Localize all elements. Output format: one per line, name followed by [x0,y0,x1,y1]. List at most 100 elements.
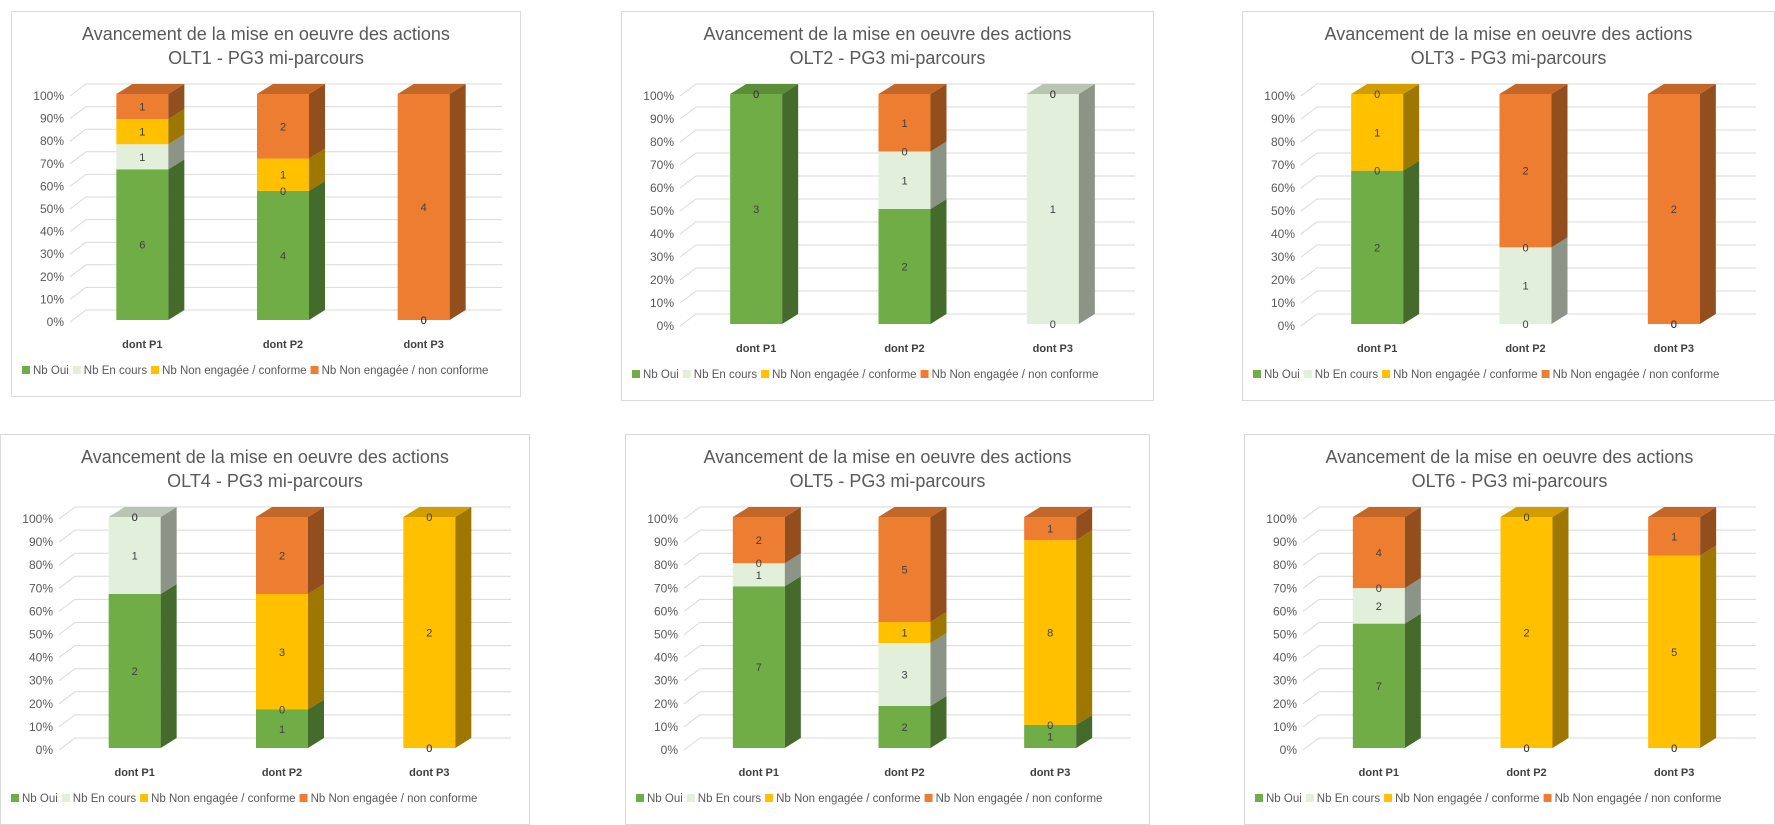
data-label: 1 [1050,204,1056,216]
bar-segment-nb-non-engagee-conforme [257,158,309,191]
chart-subtitle: OLT4 - PG3 mi-parcours [167,471,363,491]
gridline [1302,645,1756,658]
legend-swatch-nb-non-engagee-non-conforme [1543,794,1552,802]
y-tick-label: 60% [654,604,678,618]
bar-segment-side [930,84,947,152]
bar-top-cap [732,507,801,517]
chart-subtitle: OLT6 - PG3 mi-parcours [1412,471,1608,491]
data-label: 0 [1374,166,1380,178]
gridline [69,264,502,278]
bar-top-cap [257,84,325,94]
gridline [679,175,1135,189]
bar-segment-side [309,148,325,191]
category-label: dont P3 [1654,343,1694,355]
bar-segment-nb-non-engagee-non-conforme [732,517,785,564]
legend-label: Nb Non engagée / non conforme [322,365,489,377]
legend-swatch-nb-non-engagee-conforme [765,794,774,802]
data-label: 1 [1047,524,1053,536]
bar-segment-side [784,553,801,587]
data-label: 0 [421,315,427,327]
gridline [1300,221,1756,235]
legend-label: Nb Non engagée / conforme [151,793,295,805]
data-label: 4 [421,202,427,214]
y-tick-label: 80% [29,558,53,572]
data-label: 1 [1047,731,1053,743]
gridline [1300,198,1756,212]
bar-segment-nb-non-engagee-conforme [878,622,931,643]
y-tick-label: 90% [650,112,674,126]
category-label: dont P3 [1654,767,1694,779]
y-tick-label: 10% [1273,720,1297,734]
legend-label: Nb Non engagée / conforme [1395,793,1539,805]
category-label: dont P2 [1505,343,1545,355]
bar-top-cap [1352,507,1421,517]
gridline [679,244,1135,258]
y-tick-label: 80% [1273,558,1297,572]
data-label: 0 [901,147,907,159]
gridline [69,241,502,255]
y-tick-label: 50% [40,202,64,216]
data-label: 2 [280,121,286,133]
gridline [58,714,511,728]
category-label: dont P2 [263,339,303,351]
bar-segment-side [308,699,324,748]
gridline [1302,622,1756,635]
data-label: 0 [1523,743,1529,755]
gridline [58,737,511,751]
y-tick-label: 50% [1273,628,1297,642]
chart-svg: Avancement de la mise en oeuvre des acti… [632,24,1135,381]
legend-label: Nb Oui [33,365,69,377]
data-label: 2 [132,666,138,678]
gridline [683,668,1131,682]
chart-svg: Avancement de la mise en oeuvre des acti… [11,447,511,805]
legend-label: Nb Oui [643,369,679,381]
gridline [1300,83,1756,97]
bar-segment-nb-oui [257,190,309,320]
gridline [58,506,511,520]
legend-label: Nb Non engagée / conforme [162,365,306,377]
chart-legend: Nb Oui Nb En cours Nb Non engagée / confor… [632,369,1098,381]
data-label: 2 [1376,601,1382,613]
bar-segment-nb-non-engagee-conforme [403,517,456,748]
y-tick-label: 70% [29,581,53,595]
chart-title: Avancement de la mise en oeuvre des acti… [704,447,1072,467]
y-tick-label: 10% [29,720,53,734]
category-label: dont P3 [409,767,449,779]
bar-segment-nb-en-cours [1026,94,1079,324]
chart-svg: Avancement de la mise en oeuvre des acti… [1255,447,1756,805]
data-label: 0 [1522,319,1528,331]
bar-segment-nb-en-cours [878,151,931,209]
bar-segment-nb-non-engagee-non-conforme [1647,94,1700,324]
gridline [1300,175,1756,189]
category-label: dont P1 [1359,767,1399,779]
y-tick-label: 40% [40,225,64,239]
data-label: 2 [279,551,285,563]
data-label: 1 [901,175,907,187]
y-tick-label: 80% [1271,135,1295,149]
y-tick-label: 100% [1266,512,1297,526]
data-label: 2 [1523,628,1529,640]
data-label: 0 [1671,743,1677,755]
data-label: 0 [426,743,432,755]
data-label: 0 [1671,319,1677,331]
legend-swatch-nb-oui [11,794,19,802]
chart-svg: Avancement de la mise en oeuvre des acti… [636,447,1131,805]
y-tick-label: 70% [40,157,64,171]
legend-swatch-nb-en-cours [61,794,70,802]
legend-label: Nb Oui [22,793,58,805]
y-tick-label: 10% [40,292,64,306]
gridline [69,196,502,210]
bar-segment-nb-non-engagee-conforme [1351,94,1404,171]
y-tick-label: 10% [650,296,674,310]
data-label: 2 [426,628,432,640]
y-tick-label: 10% [1271,296,1295,310]
bar-segment-side [1700,507,1717,556]
data-label: 7 [1376,681,1382,693]
gridline [679,290,1135,304]
data-label: 0 [1671,319,1677,331]
data-label: 1 [1671,531,1677,543]
legend-label: Nb Non engagée / conforme [776,793,920,805]
legend-swatch-nb-non-engagee-non-conforme [310,366,319,374]
data-label: 0 [753,89,759,101]
y-tick-label: 0% [661,743,679,757]
